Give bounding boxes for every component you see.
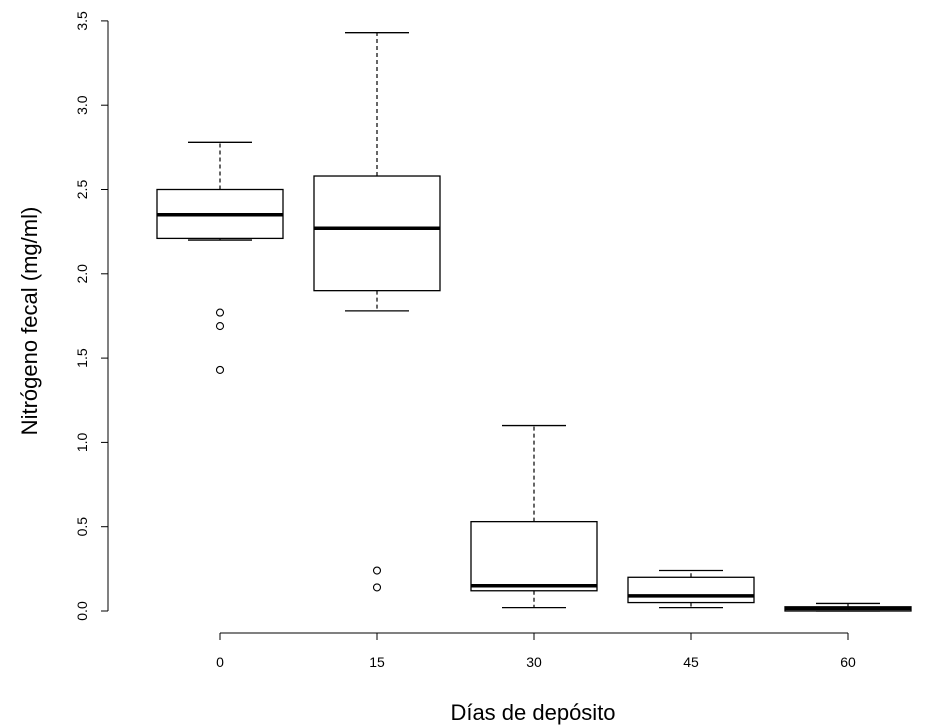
outlier-point (215, 322, 225, 331)
x-tick-label: 30 (526, 654, 542, 670)
y-tick-label: 3.0 (74, 95, 90, 115)
x-tick-label: 60 (840, 654, 856, 670)
y-tick-label: 2.0 (74, 264, 90, 284)
x-tick-label: 15 (369, 654, 385, 670)
box-iqr (470, 520, 598, 592)
y-axis-title: Nitrógeno fecal (mg/ml) (17, 207, 42, 436)
x-axis-title: Días de depósito (450, 700, 615, 725)
x-tick-label: 0 (216, 654, 224, 670)
outlier-point (215, 308, 225, 317)
plot-area: 0.0 0.5 1.0 1.5 2.0 2.5 3.0 3.5 0 15 30 45 60 (74, 11, 912, 670)
box-iqr (627, 576, 755, 604)
box-iqr (313, 175, 441, 292)
outlier-point (372, 566, 382, 575)
outlier-point (215, 365, 225, 374)
x-tick-label: 45 (683, 654, 699, 670)
y-tick-label: 3.5 (74, 11, 90, 31)
y-tick-label: 0.5 (74, 517, 90, 537)
y-tick-label: 0.0 (74, 601, 90, 621)
y-tick-label: 1.0 (74, 432, 90, 452)
y-tick-label: 2.5 (74, 180, 90, 200)
outlier-point (372, 583, 382, 592)
y-tick-label: 1.5 (74, 348, 90, 368)
